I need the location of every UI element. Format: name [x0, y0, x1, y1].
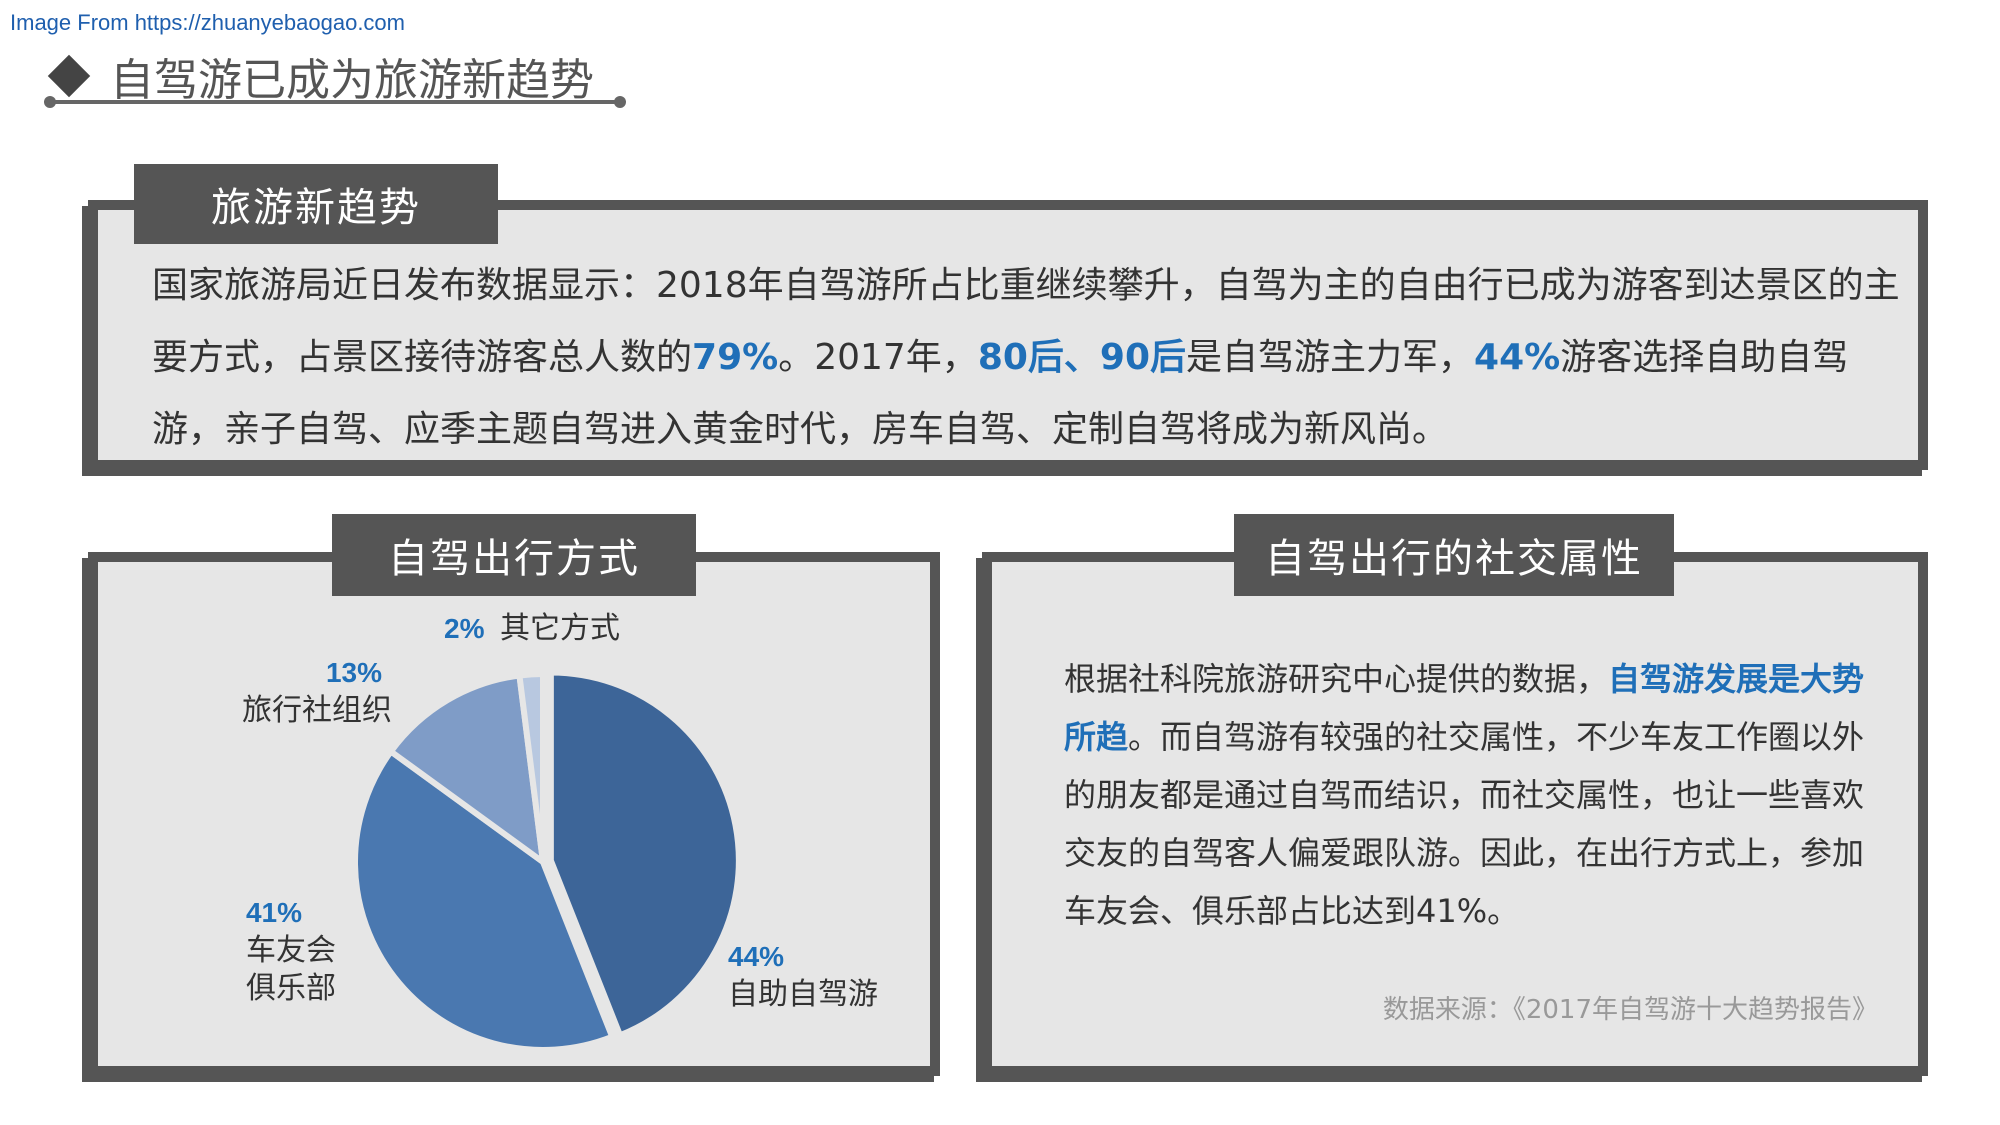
travel-mode-tab: 自驾出行方式 [332, 514, 696, 596]
travel-mode-panel [88, 552, 940, 1076]
trend-highlight-generations: 80后、90后 [977, 337, 1187, 378]
social-panel: 根据社科院旅游研究中心提供的数据，自驾游发展是大势所趋。而自驾游有较强的社交属性… [982, 552, 1928, 1076]
trend-panel: 国家旅游局近日发布数据显示：2018年自驾游所占比重继续攀升，自驾为主的自由行已… [88, 200, 1928, 470]
trend-highlight-79: 79% [692, 337, 779, 378]
page-title-text: 自驾游已成为旅游新趋势 [110, 55, 594, 106]
data-source-note: 数据来源：《2017年自驾游十大趋势报告》 [1382, 995, 1878, 1025]
trend-text-4: 游客选择自助自驾游，亲子自驾、应季主题自驾进入黄金时代，房车自驾、定制自驾将成为… [152, 337, 1849, 450]
social-highlight: 自驾游发展是大势所趋 [1064, 660, 1865, 756]
trend-paragraph: 国家旅游局近日发布数据显示：2018年自驾游所占比重继续攀升，自驾为主的自由行已… [152, 250, 1912, 466]
social-text-1: 根据社科院旅游研究中心提供的数据， [1064, 660, 1609, 698]
trend-tab: 旅游新趋势 [134, 164, 498, 244]
page-title: 自驾游已成为旅游新趋势 [47, 44, 594, 108]
social-tab: 自驾出行的社交属性 [1234, 514, 1674, 596]
source-link[interactable]: Image From https://zhuanyebaogao.com [10, 10, 405, 35]
title-underline [44, 96, 626, 108]
trend-text-1: 国家旅游局近日发布数据显示：2018年自驾游所占比重继续攀升，自驾为主的自由行已… [152, 265, 1900, 378]
social-text-2: 。而自驾游有较强的社交属性，不少车友工作圈以外的朋友都是通过自驾而结识，而社交属… [1064, 718, 1865, 930]
trend-text-2: 。2017年， [778, 337, 978, 378]
diamond-bullet-icon [47, 54, 91, 98]
trend-highlight-44: 44% [1474, 337, 1561, 378]
trend-text-3: 是自驾游主力军， [1186, 337, 1475, 378]
social-paragraph: 根据社科院旅游研究中心提供的数据，自驾游发展是大势所趋。而自驾游有较强的社交属性… [1064, 650, 1874, 940]
